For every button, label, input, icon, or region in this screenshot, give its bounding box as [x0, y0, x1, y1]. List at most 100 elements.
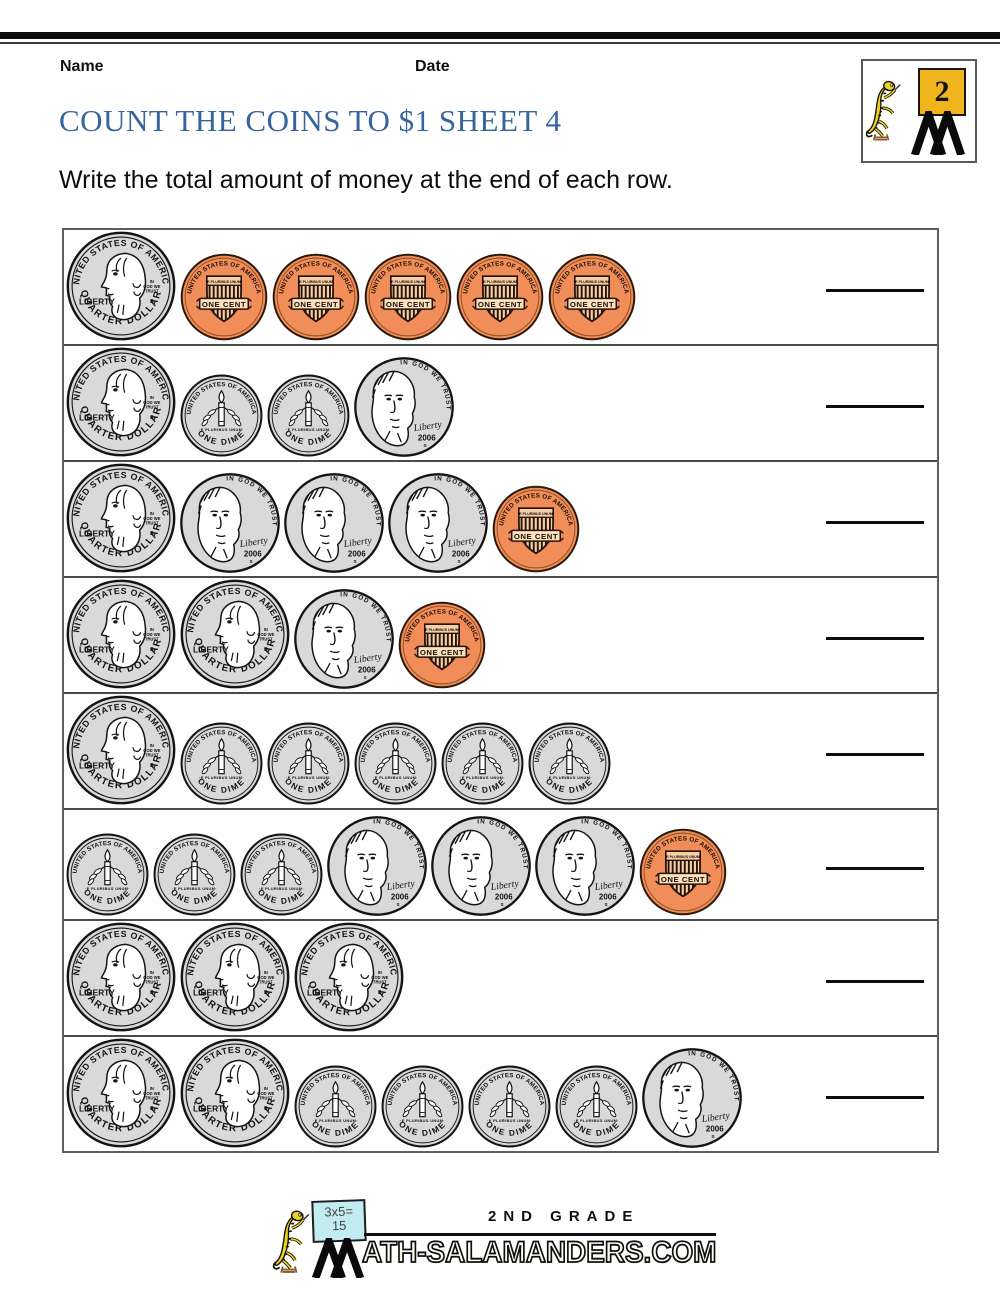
svg-text:S: S [264, 990, 268, 996]
svg-text:2006: 2006 [706, 1124, 724, 1133]
svg-text:ONE CENT: ONE CENT [478, 300, 522, 309]
coin-dime: UNITED STATES OF AMERICA ONE DIME ·E PLU… [267, 374, 350, 457]
svg-text:LIBERTY: LIBERTY [79, 988, 115, 998]
coin-penny: UNITED STATES OF AMERICA E PLURIBUS UNUM… [639, 828, 727, 916]
coin-dime: UNITED STATES OF AMERICA ONE DIME ·E PLU… [381, 1065, 464, 1148]
coin-quarter: UNITED STATES OF AMERICA QUARTER DOLLAR … [65, 921, 176, 1032]
answer-blank[interactable] [826, 753, 924, 757]
svg-text:E PLURIBUS UNUM: E PLURIBUS UNUM [425, 628, 459, 632]
coin-quarter: UNITED STATES OF AMERICA QUARTER DOLLAR … [293, 921, 404, 1032]
easel-m-icon [909, 102, 967, 157]
answer-blank[interactable] [826, 637, 924, 641]
svg-text:·E PLURIBUS UNUM·: ·E PLURIBUS UNUM· [259, 886, 304, 891]
svg-text:GOD WE: GOD WE [143, 1091, 160, 1096]
svg-text:GOD WE: GOD WE [257, 1091, 274, 1096]
svg-text:IN: IN [150, 743, 154, 748]
coin-nickel: IN GOD WE TRUST Liberty 2006 S [388, 473, 488, 573]
answer-blank[interactable] [826, 980, 924, 984]
svg-text:S: S [264, 647, 268, 653]
coin-quarter: UNITED STATES OF AMERICA QUARTER DOLLAR … [65, 694, 176, 805]
coin-dime: UNITED STATES OF AMERICA ONE DIME ·E PLU… [66, 833, 149, 916]
page-title: COUNT THE COINS TO $1 SHEET 4 [59, 103, 562, 138]
svg-text:2006: 2006 [348, 549, 366, 558]
svg-text:TRUST: TRUST [145, 521, 159, 526]
coin-dime: UNITED STATES OF AMERICA ONE DIME ·E PLU… [354, 722, 437, 805]
svg-text:LIBERTY: LIBERTY [307, 988, 343, 998]
svg-text:S: S [264, 1106, 268, 1112]
svg-text:2006: 2006 [452, 549, 470, 558]
svg-text:S: S [363, 675, 366, 680]
svg-text:·E PLURIBUS UNUM·: ·E PLURIBUS UNUM· [547, 775, 592, 780]
coin-dime: UNITED STATES OF AMERICA ONE DIME ·E PLU… [294, 1065, 377, 1148]
coin-row-5: UNITED STATES OF AMERICA QUARTER DOLLAR … [64, 694, 937, 810]
coin-dime: UNITED STATES OF AMERICA ONE DIME ·E PLU… [180, 722, 263, 805]
svg-text:·E PLURIBUS UNUM·: ·E PLURIBUS UNUM· [373, 775, 418, 780]
svg-text:Liberty: Liberty [489, 878, 520, 893]
svg-text:TRUST: TRUST [259, 1096, 273, 1101]
coin-nickel: IN GOD WE TRUST Liberty 2006 S [354, 357, 454, 457]
answer-blank[interactable] [826, 521, 924, 525]
svg-text:IN: IN [264, 627, 268, 632]
svg-text:S: S [150, 299, 154, 305]
coin-nickel: IN GOD WE TRUST Liberty 2006 S [642, 1048, 742, 1148]
svg-text:TRUST: TRUST [145, 405, 159, 410]
svg-text:GOD WE: GOD WE [143, 400, 160, 405]
coin-row-2: UNITED STATES OF AMERICA QUARTER DOLLAR … [64, 346, 937, 462]
coin-dime: UNITED STATES OF AMERICA ONE DIME ·E PLU… [240, 833, 323, 916]
svg-text:Liberty: Liberty [238, 535, 269, 550]
answer-blank[interactable] [826, 1096, 924, 1100]
coin-quarter: UNITED STATES OF AMERICA QUARTER DOLLAR … [179, 578, 290, 689]
coin-row-1: UNITED STATES OF AMERICA QUARTER DOLLAR … [64, 230, 937, 346]
svg-text:LIBERTY: LIBERTY [79, 529, 115, 539]
coin-penny: UNITED STATES OF AMERICA E PLURIBUS UNUM… [548, 253, 636, 341]
svg-text:Liberty: Liberty [446, 535, 477, 550]
svg-text:2006: 2006 [244, 549, 262, 558]
coin-dime: UNITED STATES OF AMERICA ONE DIME ·E PLU… [180, 374, 263, 457]
coin-quarter: UNITED STATES OF AMERICA QUARTER DOLLAR … [179, 921, 290, 1032]
svg-text:·E PLURIBUS UNUM·: ·E PLURIBUS UNUM· [400, 1118, 445, 1123]
answer-blank[interactable] [826, 866, 924, 870]
svg-text:2006: 2006 [391, 892, 409, 901]
svg-text:TRUST: TRUST [259, 637, 273, 642]
svg-text:·E PLURIBUS UNUM·: ·E PLURIBUS UNUM· [487, 1118, 532, 1123]
svg-text:GOD WE: GOD WE [143, 975, 160, 980]
svg-text:E PLURIBUS UNUM: E PLURIBUS UNUM [575, 280, 609, 284]
answer-blank[interactable] [826, 289, 924, 293]
answer-blank[interactable] [826, 405, 924, 409]
svg-text:GOD WE: GOD WE [143, 632, 160, 637]
coin-quarter: UNITED STATES OF AMERICA QUARTER DOLLAR … [179, 1037, 290, 1148]
svg-text:·E PLURIBUS UNUM·: ·E PLURIBUS UNUM· [286, 427, 331, 432]
svg-text:Liberty: Liberty [352, 651, 383, 666]
svg-text:GOD WE: GOD WE [143, 284, 160, 289]
name-label: Name [60, 58, 104, 75]
svg-text:2006: 2006 [495, 892, 513, 901]
svg-text:GOD WE: GOD WE [371, 975, 388, 980]
svg-text:S: S [396, 902, 399, 907]
svg-text:ONE CENT: ONE CENT [514, 532, 558, 541]
grade-number-sign: 2 [918, 68, 966, 116]
svg-text:LIBERTY: LIBERTY [79, 297, 115, 307]
svg-text:·E PLURIBUS UNUM·: ·E PLURIBUS UNUM· [85, 886, 130, 891]
svg-text:S: S [150, 1106, 154, 1112]
svg-text:E PLURIBUS UNUM: E PLURIBUS UNUM [483, 280, 517, 284]
coin-dime: UNITED STATES OF AMERICA ONE DIME ·E PLU… [267, 722, 350, 805]
svg-text:·E PLURIBUS UNUM·: ·E PLURIBUS UNUM· [460, 775, 505, 780]
brand-logo: 2 [861, 59, 977, 163]
math-sign-line2: 15 [331, 1217, 347, 1233]
svg-text:S: S [378, 990, 382, 996]
svg-text:IN: IN [378, 970, 382, 975]
coin-penny: UNITED STATES OF AMERICA E PLURIBUS UNUM… [398, 601, 486, 689]
svg-text:LIBERTY: LIBERTY [193, 1104, 229, 1114]
top-rule-thin [0, 42, 1000, 44]
coin-penny: UNITED STATES OF AMERICA E PLURIBUS UNUM… [364, 253, 452, 341]
svg-text:Liberty: Liberty [385, 878, 416, 893]
svg-text:Liberty: Liberty [700, 1110, 731, 1125]
svg-text:GOD WE: GOD WE [257, 975, 274, 980]
svg-text:S: S [150, 415, 154, 421]
svg-text:TRUST: TRUST [145, 1096, 159, 1101]
svg-text:IN: IN [150, 1086, 154, 1091]
coin-penny: UNITED STATES OF AMERICA E PLURIBUS UNUM… [492, 485, 580, 573]
coin-row-3: UNITED STATES OF AMERICA QUARTER DOLLAR … [64, 462, 937, 578]
svg-text:ONE CENT: ONE CENT [386, 300, 430, 309]
instruction-text: Write the total amount of money at the e… [59, 166, 673, 194]
